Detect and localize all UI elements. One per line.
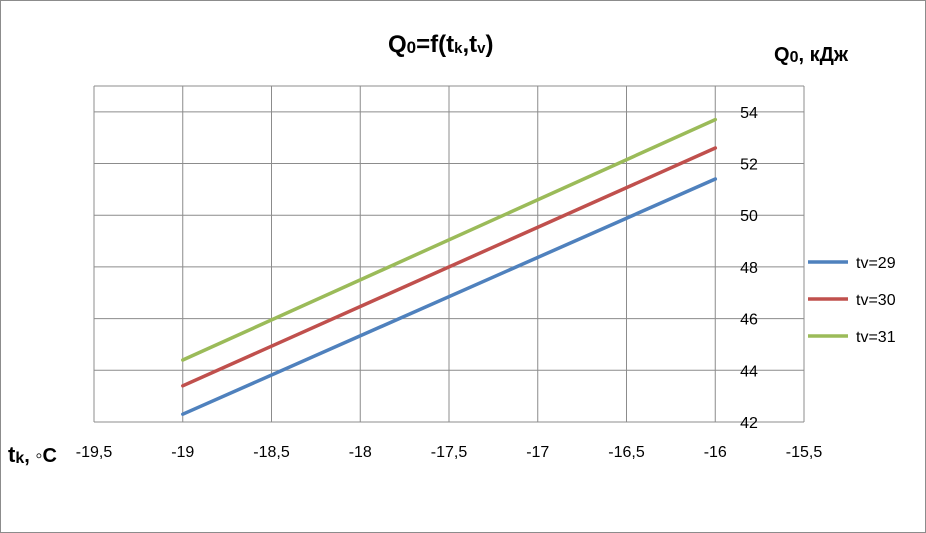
y-tick-label: 52 <box>740 157 758 174</box>
series-line-tv=31 <box>181 117 718 362</box>
y-tick-label: 48 <box>740 260 758 277</box>
y-axis-ticks: 42 44 46 48 50 52 54 <box>740 105 758 432</box>
x-axis-ticks: -19,5 -19 -18,5 -18 -17,5 -17 -16,5 -16 -15,5 <box>76 444 823 461</box>
grid <box>93 85 805 423</box>
x-tick-label: -19,5 <box>76 444 113 461</box>
x-tick-label: -16 <box>704 444 727 461</box>
x-tick-label: -18,5 <box>253 444 290 461</box>
y-tick-label: 44 <box>740 363 758 380</box>
x-axis-label: tk, ◦C <box>8 442 57 467</box>
legend-entry: tv=29 <box>856 255 896 272</box>
y-tick-label: 42 <box>740 415 758 432</box>
x-tick-label: -17 <box>526 444 549 461</box>
x-tick-label: -19 <box>171 444 194 461</box>
series-line-tv=29 <box>181 177 718 416</box>
y-tick-label: 54 <box>740 105 758 122</box>
legend-entry: tv=31 <box>856 329 896 346</box>
x-tick-label: -17,5 <box>431 444 468 461</box>
y-tick-label: 50 <box>740 208 758 225</box>
x-tick-label: -18 <box>349 444 372 461</box>
x-tick-label: -15,5 <box>786 444 823 461</box>
x-tick-label: -16,5 <box>608 444 645 461</box>
y-tick-label: 46 <box>740 312 758 329</box>
legend: tv=29 tv=30 tv=31 <box>808 255 896 346</box>
legend-entry: tv=30 <box>856 292 896 309</box>
chart-title: Q0=f(tk,tv) <box>388 31 494 58</box>
y-axis-label: Q0, кДж <box>774 44 849 66</box>
plot-area <box>181 117 718 416</box>
series-line-tv=30 <box>181 146 718 388</box>
